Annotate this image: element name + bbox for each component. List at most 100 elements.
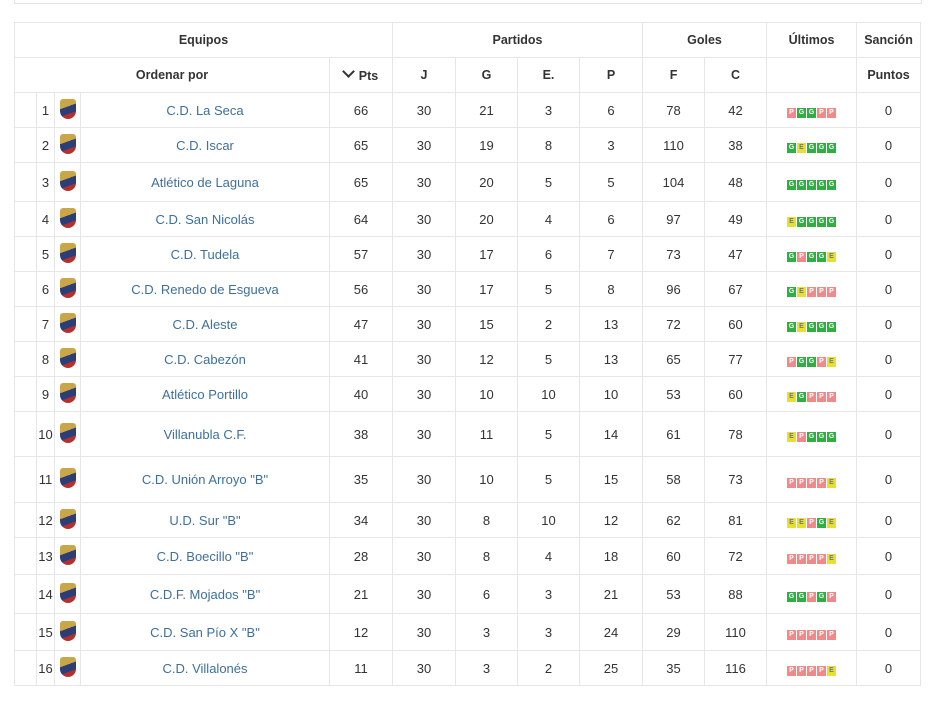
team-link[interactable]: C.D. La Seca: [166, 102, 244, 118]
team-link[interactable]: Atlético de Laguna: [151, 174, 259, 190]
team-link[interactable]: C.D.F. Mojados "B": [149, 586, 261, 602]
table-row[interactable]: 3 Atlético de Laguna 65 30 20 5 5 104 48 G G G G G 0: [14, 162, 922, 202]
table-row[interactable]: 5 C.D. Tudela 57 30 17 6 7 73 47 G P G G E 0: [14, 236, 922, 272]
sancion-cell: 0: [856, 613, 922, 651]
e-cell: 5: [517, 411, 580, 457]
result-badge: G: [827, 432, 837, 442]
c-cell: 116: [704, 650, 768, 686]
team-link[interactable]: C.D. Villalonés: [162, 660, 248, 676]
c-cell: 47: [704, 236, 768, 272]
result-badge: G: [827, 143, 837, 153]
e-cell: 5: [517, 162, 580, 202]
table-row[interactable]: 9 Atlético Portillo 40 30 10 10 10 53 60 E G P P P 0: [14, 376, 922, 412]
team-link[interactable]: Villanubla C.F.: [163, 426, 247, 442]
result-badge: E: [827, 477, 837, 488]
result-badge: E: [827, 554, 837, 564]
logo-cell: [54, 376, 81, 412]
gutter-cell: [14, 376, 37, 412]
gutter-cell: [14, 162, 37, 202]
table-row[interactable]: 15 C.D. San Pío X "B" 12 30 3 3 24 29 110 P P P P P 0: [14, 613, 922, 651]
result-badge: P: [817, 666, 827, 676]
result-badge: E: [787, 432, 797, 442]
gutter-cell: [14, 236, 37, 272]
team-link[interactable]: C.D. Unión Arroyo "B": [141, 472, 269, 487]
table-row[interactable]: 14 C.D.F. Mojados "B" 21 30 6 3 21 53 88 G G P G P 0: [14, 574, 922, 614]
table-row[interactable]: 4 C.D. San Nicolás 64 30 20 4 6 97 49 E G G G G 0: [14, 201, 922, 237]
result-badge: G: [817, 432, 827, 442]
result-badge: P: [807, 666, 817, 676]
result-badge: G: [807, 180, 817, 190]
col-c[interactable]: C: [704, 57, 768, 93]
result-badge: P: [797, 432, 807, 442]
g-cell: 20: [455, 201, 518, 237]
team-link[interactable]: C.D. Iscar: [176, 137, 234, 153]
g-cell: 21: [455, 92, 518, 128]
team-name-cell: C.D. San Pío X "B": [80, 613, 330, 651]
table-row[interactable]: 16 C.D. Villalonés 11 30 3 2 25 35 116 P P P P E 0: [14, 650, 922, 686]
table-row[interactable]: 12 U.D. Sur "B" 34 30 8 10 12 62 81 E E P G E 0: [14, 502, 922, 538]
position-cell: 5: [36, 236, 55, 272]
g-cell: 8: [455, 502, 518, 538]
team-link[interactable]: C.D. San Nicolás: [155, 211, 255, 227]
p-cell: 10: [578, 376, 644, 412]
team-crest-icon: [59, 133, 76, 154]
result-badge: G: [807, 108, 817, 118]
team-link[interactable]: C.D. Tudela: [170, 246, 240, 262]
c-cell: 78: [704, 411, 768, 457]
col-j[interactable]: J: [392, 57, 456, 93]
team-link[interactable]: C.D. San Pío X "B": [150, 624, 260, 640]
team-crest-icon: [59, 347, 76, 368]
pts-cell: 40: [329, 376, 393, 412]
team-link[interactable]: Atlético Portillo: [162, 386, 248, 402]
team-name-cell: C.D. Tudela: [80, 236, 330, 272]
table-row[interactable]: 8 C.D. Cabezón 41 30 12 5 13 65 77 P G G P E 0: [14, 341, 922, 377]
table-row[interactable]: 2 C.D. Iscar 65 30 19 8 3 110 38 G E G G G 0: [14, 127, 922, 163]
team-link[interactable]: C.D. Cabezón: [164, 351, 246, 367]
table-row[interactable]: 1 C.D. La Seca 66 30 21 3 6 78 42 P G G P P 0: [14, 92, 922, 128]
team-crest-icon: [59, 620, 76, 641]
sancion-cell: 0: [856, 502, 922, 538]
table-row[interactable]: 7 C.D. Aleste 47 30 15 2 13 72 60 G E G G G 0: [14, 306, 922, 342]
result-badge: P: [807, 518, 817, 528]
result-badge: P: [797, 554, 807, 564]
result-badge: G: [787, 322, 797, 332]
col-e[interactable]: E.: [517, 57, 580, 93]
col-f[interactable]: F: [642, 57, 706, 93]
sancion-cell: 0: [856, 456, 922, 503]
pts-cell: 56: [329, 271, 393, 307]
result-badge: P: [817, 287, 827, 297]
team-link[interactable]: C.D. Boecillo "B": [156, 548, 254, 564]
f-cell: 104: [642, 162, 706, 202]
c-cell: 48: [704, 162, 768, 202]
table-row[interactable]: 10 Villanubla C.F. 38 30 11 5 14 61 78 E P G G G 0: [14, 411, 922, 457]
c-cell: 49: [704, 201, 768, 237]
table-row[interactable]: 6 C.D. Renedo de Esgueva 56 30 17 5 8 96 67 G E P P P…: [14, 271, 922, 307]
col-p[interactable]: P: [578, 57, 644, 93]
result-badge: G: [827, 217, 837, 227]
sort-pts-button[interactable]: Pts: [329, 57, 393, 93]
team-link[interactable]: U.D. Sur "B": [169, 512, 241, 528]
result-badge: E: [827, 518, 837, 528]
team-link[interactable]: C.D. Renedo de Esgueva: [131, 281, 279, 297]
c-cell: 77: [704, 341, 768, 377]
table-row[interactable]: 13 C.D. Boecillo "B" 28 30 8 4 18 60 72 P P P P E 0: [14, 537, 922, 575]
team-link[interactable]: C.D. Aleste: [172, 316, 238, 332]
result-badge: G: [827, 322, 837, 332]
j-cell: 30: [392, 376, 456, 412]
table-row[interactable]: 11 C.D. Unión Arroyo "B" 35 30 10 5 15 58 73 P P P P…: [14, 456, 922, 503]
team-crest-icon: [59, 382, 76, 403]
p-cell: 8: [578, 271, 644, 307]
col-g[interactable]: G: [455, 57, 518, 93]
result-badge: P: [807, 630, 817, 640]
sancion-cell: 0: [856, 127, 922, 163]
result-badge: G: [797, 180, 807, 190]
pts-label: Pts: [358, 69, 379, 83]
col-ultimos: [766, 57, 858, 93]
goles-header: Goles: [642, 22, 768, 58]
g-cell: 8: [455, 537, 518, 575]
logo-cell: [54, 306, 81, 342]
result-badge: E: [787, 217, 797, 227]
